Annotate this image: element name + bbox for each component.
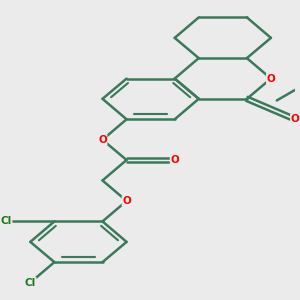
Text: O: O (122, 196, 131, 206)
Text: O: O (98, 135, 107, 145)
Text: O: O (170, 155, 179, 165)
Text: O: O (267, 74, 275, 84)
Text: Cl: Cl (25, 278, 36, 288)
Text: O: O (291, 114, 299, 124)
Text: Cl: Cl (1, 216, 12, 226)
